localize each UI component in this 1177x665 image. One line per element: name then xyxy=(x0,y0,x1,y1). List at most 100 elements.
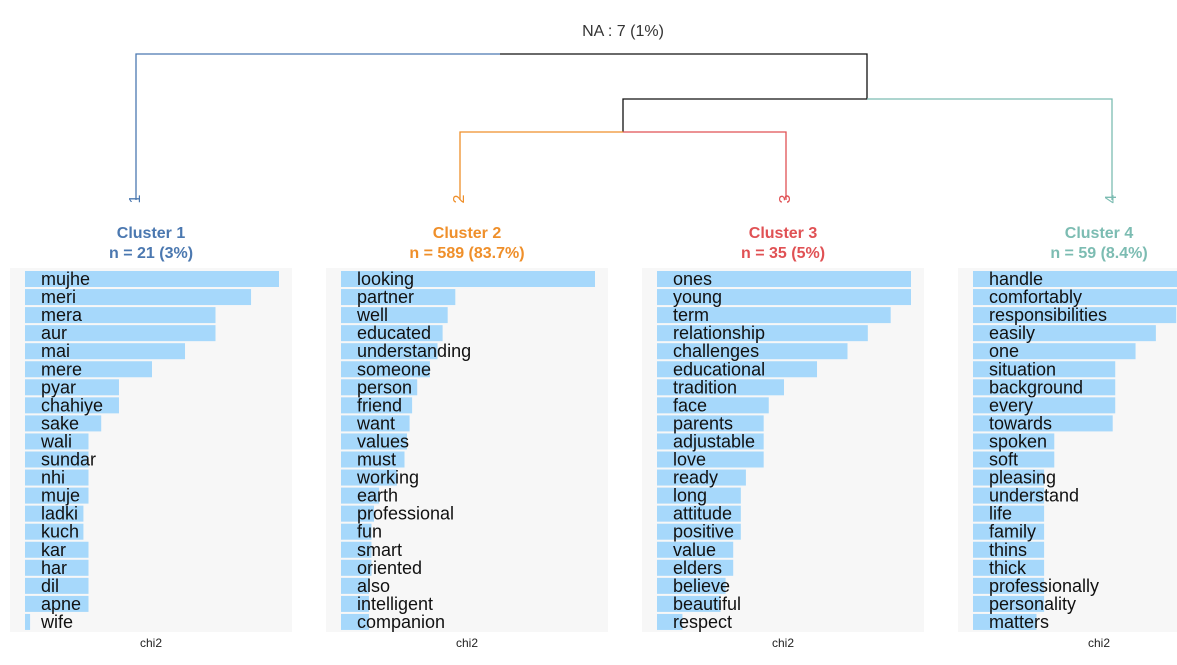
bar-4-life xyxy=(973,505,1045,522)
cluster-3: 3 Cluster 3 n = 35 (5%) onesyoungtermrelati… xyxy=(642,194,924,650)
bar-1-meri xyxy=(25,289,252,306)
bar-4-personality xyxy=(973,595,1045,612)
bar-2-also xyxy=(341,577,369,594)
word-label: values xyxy=(357,431,409,451)
cluster-4: 4 Cluster 4 n = 59 (8.4%) handlecomfortably… xyxy=(958,194,1177,650)
bar-4-matters xyxy=(973,613,1037,630)
word-label: educated xyxy=(357,323,431,343)
word-label: easily xyxy=(989,323,1035,343)
bar-3-tradition xyxy=(657,379,784,396)
word-label: mere xyxy=(41,359,82,379)
node-link-cluster3 xyxy=(623,131,787,200)
word-label: thick xyxy=(989,558,1027,578)
root-link-cluster4 xyxy=(867,98,1113,200)
word-label: situation xyxy=(989,359,1056,379)
word-label: someone xyxy=(357,359,431,379)
bar-1-kar xyxy=(25,541,89,558)
bar-3-beautiful xyxy=(657,595,721,612)
word-label: attitude xyxy=(673,504,732,524)
word-label: comfortably xyxy=(989,287,1082,307)
bar-4-easily xyxy=(973,325,1156,342)
bar-1-muje xyxy=(25,487,89,504)
bar-1-nhi xyxy=(25,469,89,486)
bar-4-thins xyxy=(973,541,1045,558)
word-label: kar xyxy=(41,540,66,560)
word-label: wife xyxy=(40,612,73,632)
word-label: young xyxy=(673,287,722,307)
bar-2-partner xyxy=(341,289,456,306)
bar-1-wife xyxy=(25,613,31,630)
bar-2-oriented xyxy=(341,559,372,576)
word-label: love xyxy=(673,450,706,470)
bar-3-challenges xyxy=(657,343,848,360)
cluster-1: 1 Cluster 1 n = 21 (3%) mujhemerimeraaurmai… xyxy=(10,194,292,650)
bar-2-must xyxy=(341,451,405,468)
word-label: mai xyxy=(41,341,70,361)
bar-1-pyar xyxy=(25,379,119,396)
word-label: positive xyxy=(673,522,734,542)
word-label: respect xyxy=(673,612,732,632)
word-label: responsibilities xyxy=(989,305,1107,325)
bar-1-mere xyxy=(25,361,152,378)
word-label: matters xyxy=(989,612,1049,632)
bar-3-adjustable xyxy=(657,433,764,450)
cluster-3-axis-label: chi2 xyxy=(772,636,794,650)
bar-3-educational xyxy=(657,361,818,378)
bar-2-companion xyxy=(341,613,369,630)
word-label: pleasing xyxy=(989,468,1056,488)
cluster-2-title: Cluster 2 xyxy=(433,225,502,242)
bar-2-understanding xyxy=(341,343,438,360)
bar-2-professional xyxy=(341,505,375,522)
bar-1-aur xyxy=(25,325,216,342)
word-label: friend xyxy=(357,395,402,415)
bar-3-long xyxy=(657,487,741,504)
bar-3-value xyxy=(657,541,734,558)
bar-3-relationship xyxy=(657,325,868,342)
cluster-4-axis-label: chi2 xyxy=(1088,636,1110,650)
bar-1-kuch xyxy=(25,523,84,540)
bar-1-sake xyxy=(25,415,102,432)
cluster-1-branch-label: 1 xyxy=(127,194,144,203)
word-label: educational xyxy=(673,359,765,379)
word-label: spoken xyxy=(989,431,1047,451)
bar-4-family xyxy=(973,523,1045,540)
bar-4-one xyxy=(973,343,1136,360)
bar-3-term xyxy=(657,307,891,324)
cluster-2-axis-label: chi2 xyxy=(456,636,478,650)
word-label: want xyxy=(356,413,395,433)
bar-4-spoken xyxy=(973,433,1055,450)
bar-1-chahiye xyxy=(25,397,119,414)
word-label: oriented xyxy=(357,558,422,578)
bar-4-handle xyxy=(973,271,1177,287)
word-label: must xyxy=(357,450,396,470)
bar-1-mai xyxy=(25,343,186,360)
bar-2-smart xyxy=(341,541,372,558)
word-label: understanding xyxy=(357,341,471,361)
root-link-right xyxy=(500,53,868,132)
word-label: background xyxy=(989,377,1083,397)
bar-4-thick xyxy=(973,559,1045,576)
word-label: adjustable xyxy=(673,431,755,451)
bar-3-parents xyxy=(657,415,764,432)
bar-4-responsibilities xyxy=(973,307,1177,324)
bar-3-elders xyxy=(657,559,734,576)
bar-2-intelligent xyxy=(341,595,369,612)
word-label: ready xyxy=(673,468,718,488)
word-label: looking xyxy=(357,269,414,289)
bar-4-background xyxy=(973,379,1116,396)
word-label: well xyxy=(356,305,388,325)
word-label: meri xyxy=(41,287,76,307)
word-label: mera xyxy=(41,305,83,325)
word-label: smart xyxy=(357,540,402,560)
bar-3-positive xyxy=(657,523,741,540)
word-label: muje xyxy=(41,486,80,506)
word-label: fun xyxy=(357,522,382,542)
word-label: professionally xyxy=(989,576,1099,596)
word-label: one xyxy=(989,341,1019,361)
bar-2-earth xyxy=(341,487,380,504)
word-label: professional xyxy=(357,504,454,524)
bar-3-attitude xyxy=(657,505,741,522)
bar-1-ladki xyxy=(25,505,84,522)
word-label: also xyxy=(357,576,390,596)
